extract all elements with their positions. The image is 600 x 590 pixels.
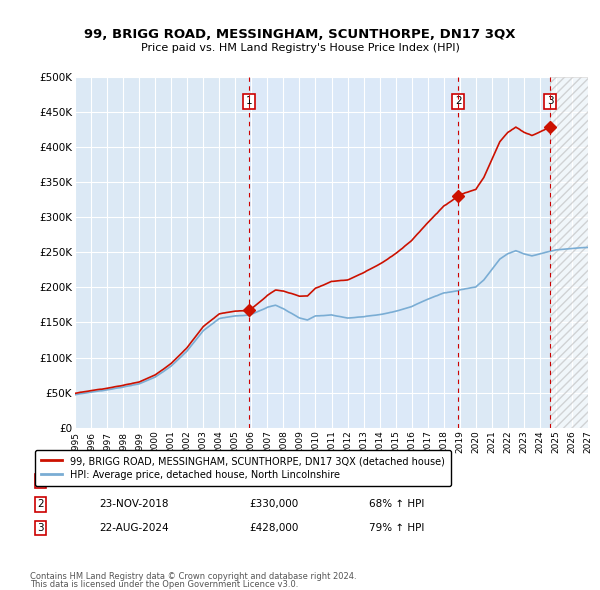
Legend: 99, BRIGG ROAD, MESSINGHAM, SCUNTHORPE, DN17 3QX (detached house), HPI: Average : 99, BRIGG ROAD, MESSINGHAM, SCUNTHORPE, … [35, 450, 451, 486]
Bar [550, 77, 588, 428]
Text: This data is licensed under the Open Government Licence v3.0.: This data is licensed under the Open Gov… [30, 579, 298, 589]
Text: Contains HM Land Registry data © Crown copyright and database right 2024.: Contains HM Land Registry data © Crown c… [30, 572, 356, 581]
Text: 3: 3 [547, 96, 553, 106]
Text: 1: 1 [246, 96, 253, 106]
Text: Price paid vs. HM Land Registry's House Price Index (HPI): Price paid vs. HM Land Registry's House … [140, 44, 460, 53]
Text: 5% ↑ HPI: 5% ↑ HPI [369, 476, 418, 486]
Bar [250, 77, 458, 428]
Text: 3: 3 [37, 523, 44, 533]
Text: 2: 2 [455, 96, 462, 106]
Text: £330,000: £330,000 [249, 500, 298, 509]
Text: 99, BRIGG ROAD, MESSINGHAM, SCUNTHORPE, DN17 3QX: 99, BRIGG ROAD, MESSINGHAM, SCUNTHORPE, … [84, 28, 516, 41]
Text: 23-NOV-2018: 23-NOV-2018 [99, 500, 169, 509]
Text: 79% ↑ HPI: 79% ↑ HPI [369, 523, 424, 533]
Text: 68% ↑ HPI: 68% ↑ HPI [369, 500, 424, 509]
Text: 2: 2 [37, 500, 44, 509]
Text: 22-AUG-2024: 22-AUG-2024 [99, 523, 169, 533]
Text: £167,500: £167,500 [249, 476, 299, 486]
Text: 1: 1 [37, 476, 44, 486]
Text: £428,000: £428,000 [249, 523, 298, 533]
Text: 14-NOV-2005: 14-NOV-2005 [99, 476, 169, 486]
